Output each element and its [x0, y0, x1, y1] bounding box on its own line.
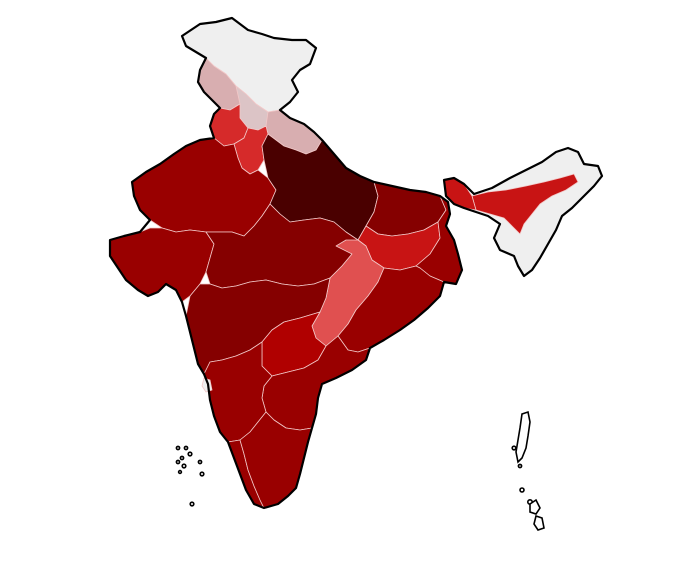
lakshadweep-islands — [175, 445, 205, 507]
andaman-nicobar-islands — [511, 410, 545, 531]
region-assam[interactable] — [471, 173, 579, 235]
northeast-boundary-outline — [442, 146, 604, 278]
national-boundary-outline — [108, 16, 464, 510]
